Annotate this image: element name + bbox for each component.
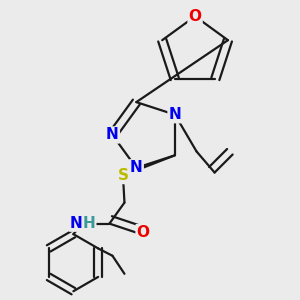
- Text: H: H: [83, 216, 96, 231]
- Text: O: O: [189, 9, 202, 24]
- Text: O: O: [136, 225, 150, 240]
- Text: N: N: [106, 128, 119, 142]
- Text: S: S: [118, 168, 128, 183]
- Text: N: N: [169, 107, 181, 122]
- Text: N: N: [70, 216, 83, 231]
- Text: N: N: [130, 160, 143, 175]
